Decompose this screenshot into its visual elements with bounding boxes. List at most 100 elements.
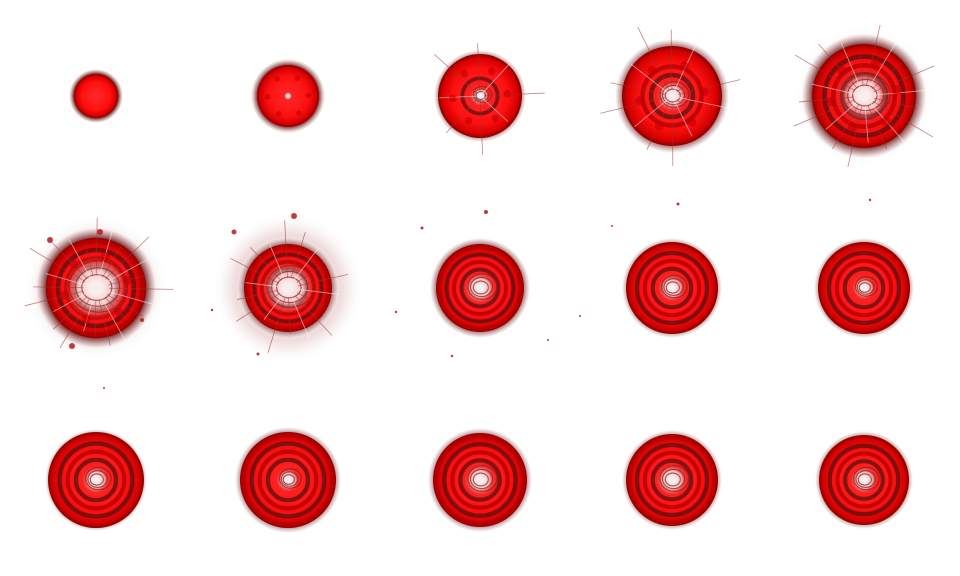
swirl-ring bbox=[659, 465, 690, 492]
debris-speck bbox=[450, 354, 454, 358]
center-dot bbox=[478, 94, 482, 98]
debris-speck bbox=[868, 198, 872, 202]
streak-ray bbox=[874, 89, 930, 96]
ripple-ring bbox=[634, 442, 710, 518]
ripple-ring bbox=[245, 245, 331, 331]
fire-blob bbox=[305, 92, 311, 99]
swirl-ring bbox=[89, 473, 104, 486]
streak-ray bbox=[267, 297, 286, 353]
debris-speck bbox=[420, 226, 424, 230]
ripple-ring bbox=[57, 441, 135, 519]
streak-ray bbox=[634, 99, 668, 128]
fire-blob bbox=[274, 76, 281, 82]
swirl-ring bbox=[842, 73, 891, 116]
fire-blob bbox=[503, 89, 511, 98]
ripple-ring bbox=[834, 258, 894, 318]
frame-13 bbox=[428, 428, 532, 532]
debris-speck bbox=[291, 213, 297, 219]
debris-speck bbox=[210, 308, 214, 312]
fire-blob bbox=[113, 307, 123, 317]
frame-12 bbox=[235, 427, 341, 533]
streak-ray bbox=[479, 99, 484, 155]
ripple-ring bbox=[452, 260, 508, 316]
streak-ray bbox=[33, 286, 84, 289]
swirl-ring bbox=[474, 88, 490, 102]
fire-blob bbox=[82, 314, 92, 324]
ripple-ring bbox=[642, 258, 702, 318]
swirl-ring bbox=[661, 274, 688, 299]
streak-ray bbox=[867, 105, 888, 150]
ripple-ring bbox=[442, 442, 518, 518]
swirl-ring bbox=[659, 81, 690, 108]
streak-ray bbox=[68, 239, 91, 277]
swirl-ring bbox=[85, 466, 112, 491]
swirl-ring bbox=[87, 470, 108, 489]
streak-ray bbox=[245, 282, 278, 288]
swirl-ring bbox=[857, 473, 872, 486]
center-dot bbox=[862, 286, 866, 290]
ripple-ring bbox=[650, 266, 694, 310]
fire-blob bbox=[837, 65, 847, 76]
swirl-ring bbox=[856, 279, 875, 295]
ripple-ring bbox=[434, 434, 526, 526]
streak-ray bbox=[847, 106, 863, 168]
streak-ray bbox=[29, 247, 86, 282]
streak-ray bbox=[288, 298, 291, 334]
frame-06 bbox=[24, 216, 174, 360]
streak-ray bbox=[477, 43, 481, 93]
streak-ray bbox=[290, 232, 306, 279]
debris-speck bbox=[47, 237, 53, 243]
debris-speck bbox=[579, 315, 581, 317]
debris-speck bbox=[140, 318, 144, 322]
swirl-ring bbox=[266, 265, 315, 308]
streak-ray bbox=[870, 103, 910, 149]
streak-ray bbox=[630, 63, 668, 93]
center-dot bbox=[861, 477, 867, 483]
ripple-ring bbox=[241, 433, 335, 527]
debris-speck bbox=[103, 387, 105, 389]
streak-ray bbox=[49, 239, 88, 280]
frame-02 bbox=[251, 59, 325, 133]
streak-ray bbox=[678, 79, 741, 95]
center-dot bbox=[286, 478, 290, 482]
streak-ray bbox=[269, 245, 285, 279]
fire-blob bbox=[460, 69, 469, 78]
streak-ray bbox=[230, 258, 279, 284]
debris-speck bbox=[547, 339, 549, 341]
ripple-ring bbox=[65, 449, 127, 511]
streak-ray bbox=[871, 62, 903, 90]
debris-speck bbox=[611, 225, 613, 227]
streak-ray bbox=[95, 218, 98, 276]
frame-15 bbox=[815, 431, 913, 529]
center-dot bbox=[477, 477, 483, 483]
ripple-ring bbox=[249, 441, 327, 519]
streak-ray bbox=[284, 220, 288, 278]
center-dot bbox=[669, 477, 675, 483]
fire-blob bbox=[881, 117, 891, 127]
center-dot bbox=[669, 285, 675, 291]
debris-speck bbox=[484, 210, 488, 214]
streak-ray bbox=[482, 63, 510, 94]
streak-ray bbox=[250, 247, 282, 281]
swirl-ring bbox=[278, 468, 302, 489]
streak-ray bbox=[298, 288, 340, 295]
swirl-ring bbox=[467, 273, 498, 300]
streak-ray bbox=[670, 29, 673, 90]
fire-blob bbox=[654, 121, 664, 131]
swirl-ring bbox=[664, 88, 681, 103]
debris-speck bbox=[394, 310, 398, 314]
fire-blob bbox=[635, 96, 645, 106]
ripple-ring bbox=[73, 457, 119, 503]
streak-ray bbox=[483, 92, 545, 97]
fire-blob bbox=[699, 87, 709, 97]
frame-10 bbox=[814, 238, 914, 338]
debris-speck bbox=[676, 202, 680, 206]
fire-blob bbox=[296, 110, 302, 116]
fire-blob bbox=[59, 290, 69, 300]
ripple-ring bbox=[634, 250, 710, 326]
streak-ray bbox=[53, 293, 85, 312]
ripple-ring bbox=[827, 443, 901, 517]
streak-ray bbox=[53, 296, 88, 330]
streak-ray bbox=[59, 298, 90, 349]
ripple-ring bbox=[627, 435, 717, 525]
